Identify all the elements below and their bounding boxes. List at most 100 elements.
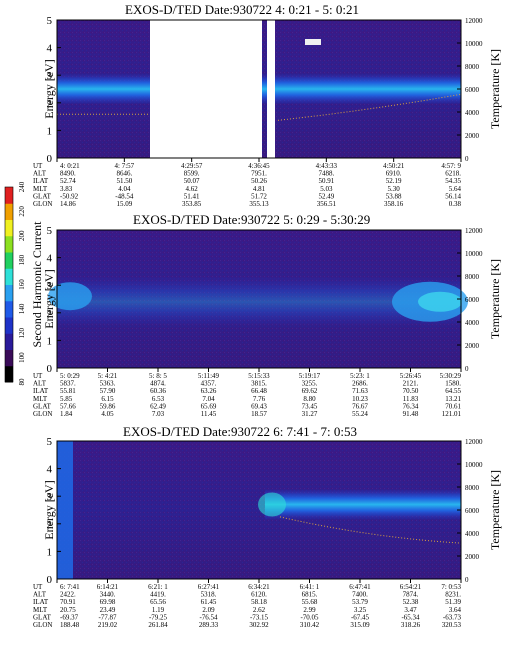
temperature-tick-label: 2000 — [465, 342, 480, 350]
orbit-value: 3815. — [251, 380, 267, 388]
orbit-value: 1580. — [445, 380, 461, 388]
energy-axis-label: Energy [eV] — [42, 269, 56, 328]
orbit-row-name: ALT — [33, 380, 47, 388]
orbit-value: 76.67 — [352, 402, 368, 410]
orbit-value: 6910. — [386, 170, 402, 178]
orbit-value: 5.85 — [60, 395, 73, 403]
orbit-value: 3255. — [302, 380, 318, 388]
temperature-tick-label: 4000 — [465, 109, 480, 117]
orbit-value: 5.64 — [449, 185, 462, 193]
orbit-row-name: GLON — [33, 410, 52, 418]
temperature-tick-label: 8000 — [465, 484, 480, 492]
orbit-value: 1.84 — [60, 410, 73, 418]
orbit-row-name: ILAT — [33, 177, 49, 185]
orbit-value: 4:36:45 — [248, 162, 270, 170]
orbit-value: 3.47 — [404, 606, 417, 614]
orbit-value: 51.72 — [251, 192, 267, 200]
orbit-value: 121.01 — [442, 410, 462, 418]
orbit-value: 318.26 — [401, 621, 421, 629]
orbit-value: 58.18 — [251, 598, 267, 606]
panel1-temperature-trace-right — [277, 93, 462, 121]
orbit-value: 358.16 — [384, 200, 404, 208]
colorbar-tick-label: 160 — [18, 279, 26, 290]
orbit-value: 3.25 — [354, 606, 367, 614]
orbit-row-name: GLAT — [33, 613, 52, 621]
orbit-value: 5:26:45 — [400, 372, 422, 380]
orbit-value: 3440. — [100, 591, 116, 599]
orbit-value: 2121. — [403, 380, 419, 388]
orbit-value: 70.91 — [60, 598, 76, 606]
colorbar-tick-label: 100 — [18, 352, 26, 363]
orbit-value: 70.50 — [403, 387, 419, 395]
orbit-value: 8.80 — [303, 395, 316, 403]
orbit-value: 5363. — [100, 380, 116, 388]
energy-tick-label: 1 — [47, 546, 53, 558]
colorbar-segment — [5, 365, 13, 383]
orbit-value: 6:54:21 — [400, 583, 422, 591]
colorbar-segment — [5, 284, 13, 302]
orbit-value: 6:41: 1 — [300, 583, 320, 591]
orbit-value: 320.53 — [442, 621, 462, 629]
orbit-value: 289.33 — [199, 621, 219, 629]
orbit-value: -67.45 — [351, 613, 370, 621]
colorbar-segment — [5, 349, 13, 367]
orbit-row-name: GLON — [33, 200, 52, 208]
orbit-value: 353.85 — [182, 200, 202, 208]
energy-tick-label: 3 — [47, 491, 53, 503]
colorbar-tick-label: 180 — [18, 254, 26, 265]
orbit-value: 52.19 — [386, 177, 402, 185]
orbit-value: 51.41 — [184, 192, 200, 200]
orbit-value: 15.09 — [116, 200, 132, 208]
orbit-value: -79.25 — [149, 613, 168, 621]
orbit-value: 8599. — [184, 170, 200, 178]
energy-tick-label: 5 — [47, 15, 53, 27]
orbit-value: 6815. — [302, 591, 318, 599]
orbit-row-name: GLAT — [33, 402, 52, 410]
temperature-tick-label: 0 — [465, 576, 469, 584]
temperature-tick-label: 8000 — [465, 273, 480, 281]
temperature-tick-label: 4000 — [465, 319, 480, 327]
orbit-value: 6:27:41 — [198, 583, 220, 591]
orbit-row-name: MLT — [33, 606, 48, 614]
orbit-value: 54.35 — [445, 177, 461, 185]
energy-tick-label: 0 — [47, 574, 53, 586]
orbit-value: 2.99 — [303, 606, 316, 614]
orbit-value: 7951. — [251, 170, 267, 178]
energy-axis-label: Energy [eV] — [42, 59, 56, 118]
energy-tick-label: 2 — [47, 519, 53, 531]
temperature-axis-label: Temperature [K] — [488, 470, 502, 550]
orbit-value: 3.83 — [60, 185, 73, 193]
orbit-value: 14.86 — [60, 200, 76, 208]
orbit-value: 7488. — [318, 170, 334, 178]
panel2-band-left — [48, 282, 92, 311]
orbit-value: -76.54 — [199, 613, 218, 621]
orbit-row-name: MLT — [33, 395, 48, 403]
orbit-row-name: UT — [33, 583, 43, 591]
panel3-temperature-trace — [279, 516, 462, 544]
orbit-value: 2.62 — [253, 606, 266, 614]
energy-tick-label: 2 — [47, 308, 53, 320]
temperature-tick-label: 0 — [465, 155, 469, 163]
orbit-value: 76.34 — [403, 402, 419, 410]
orbit-value: 10.23 — [352, 395, 368, 403]
orbit-value: 65.56 — [150, 598, 166, 606]
orbit-value: 60.36 — [150, 387, 166, 395]
energy-tick-label: 3 — [47, 70, 53, 82]
panel3-band-onset — [258, 492, 286, 517]
orbit-value: 4.04 — [118, 185, 131, 193]
panel1-title: EXOS-D/TED Date:930722 4: 0:21 - 5: 0:21 — [125, 2, 359, 17]
orbit-value: 6:34:21 — [248, 583, 270, 591]
colorbar-tick-label: 220 — [18, 206, 26, 217]
energy-tick-label: 3 — [47, 280, 53, 292]
colorbar-tick-label: 240 — [18, 181, 26, 192]
orbit-value: 7400. — [352, 591, 368, 599]
temperature-tick-label: 10000 — [465, 461, 483, 469]
orbit-value: 4: 7:57 — [115, 162, 135, 170]
orbit-value: 315.09 — [350, 621, 370, 629]
orbit-value: 59.86 — [100, 402, 116, 410]
orbit-row-name: UT — [33, 372, 43, 380]
orbit-value: 69.62 — [302, 387, 318, 395]
orbit-value: 6:14:21 — [97, 583, 119, 591]
temperature-axis-label: Temperature [K] — [488, 49, 502, 129]
orbit-value: 56.14 — [445, 192, 461, 200]
